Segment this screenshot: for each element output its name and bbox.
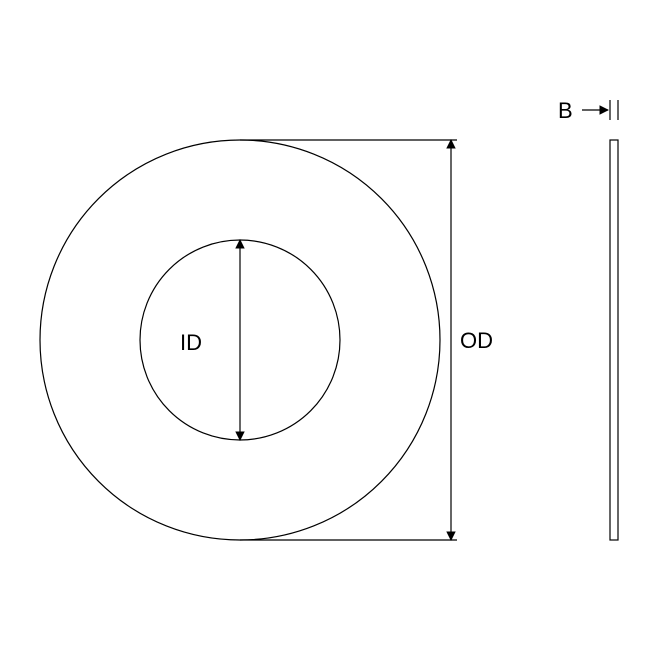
b-label: B bbox=[558, 98, 573, 123]
id-label: ID bbox=[180, 330, 202, 355]
washer-diagram: OD ID B bbox=[0, 0, 670, 670]
washer-side-view bbox=[610, 140, 618, 540]
od-label: OD bbox=[460, 328, 493, 353]
